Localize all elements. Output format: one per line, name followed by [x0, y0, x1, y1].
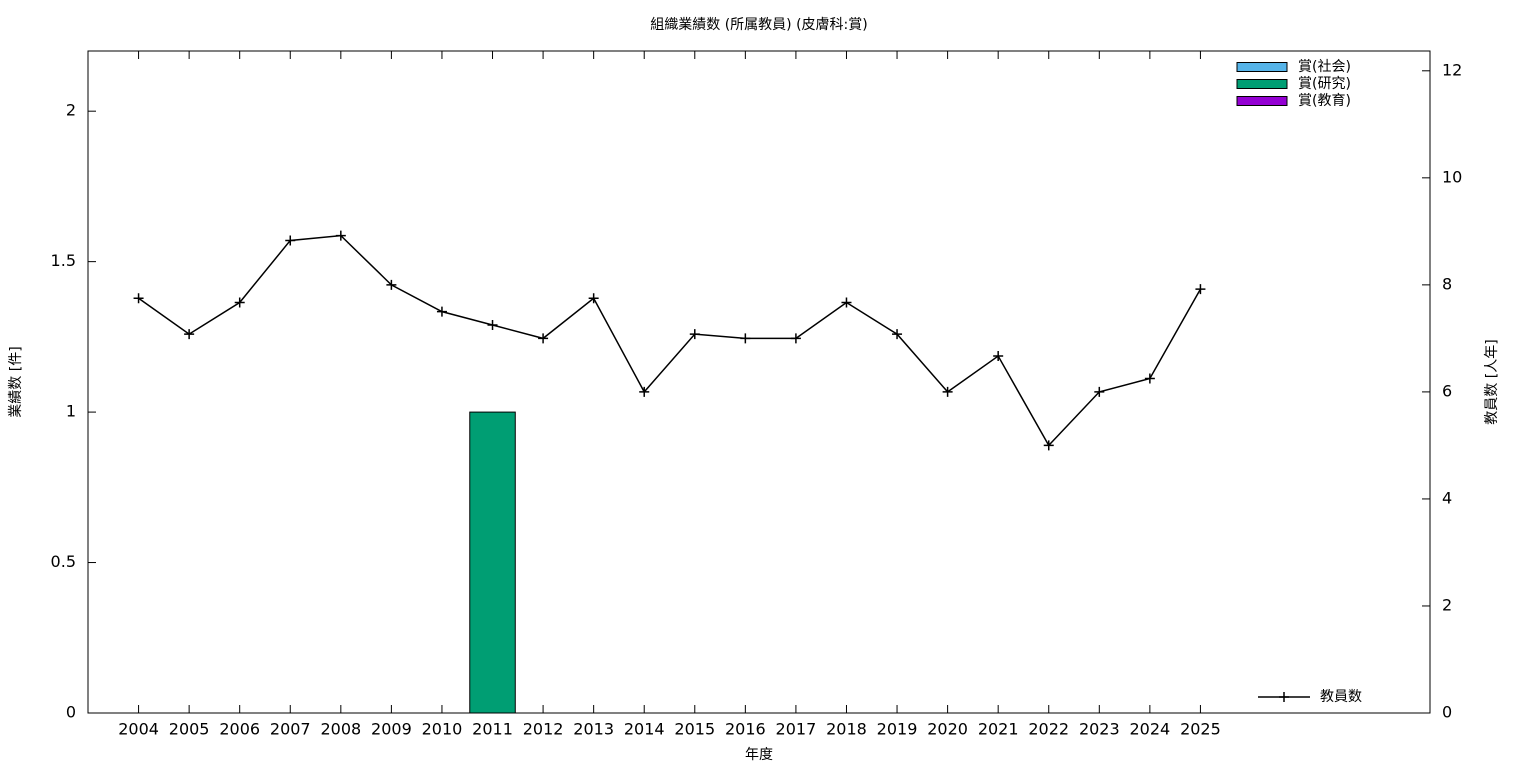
x-tick-label: 2011: [472, 720, 513, 739]
y2-tick-label: 8: [1442, 274, 1452, 293]
point-marker: [993, 351, 1004, 362]
y2-tick-label: 12: [1442, 60, 1462, 79]
legend-swatch: [1236, 96, 1288, 106]
plot-frame: [87, 50, 1431, 714]
point-marker: [133, 293, 144, 304]
legend-swatch: [1236, 62, 1288, 72]
point-marker: [1094, 386, 1105, 397]
x-tick-label: 2016: [725, 720, 766, 739]
point-marker: [942, 386, 953, 397]
y2-tick-label: 4: [1442, 488, 1452, 507]
x-tick-label: 2006: [219, 720, 260, 739]
x-tick-label: 2010: [422, 720, 463, 739]
x-tick-label: 2023: [1079, 720, 1120, 739]
x-tick-label: 2004: [118, 720, 159, 739]
point-marker: [386, 279, 397, 290]
x-tick-label: 2014: [624, 720, 665, 739]
x-tick-label: 2005: [169, 720, 210, 739]
x-tick-label: 2015: [674, 720, 715, 739]
point-marker: [538, 333, 549, 344]
y2-tick-label: 10: [1442, 167, 1462, 186]
y-tick-label: 0: [66, 703, 76, 722]
legend-label: 賞(社会): [1298, 59, 1351, 75]
point-marker: [1043, 440, 1054, 451]
legend-swatch: [1236, 79, 1288, 89]
point-marker: [285, 235, 296, 246]
point-marker: [487, 320, 498, 331]
point-marker: [1195, 284, 1206, 295]
y-tick-label: 1.5: [51, 251, 76, 270]
y2-tick-label: 0: [1442, 703, 1452, 722]
point-marker: [689, 329, 700, 340]
point-marker: [740, 333, 751, 344]
point-marker: [234, 297, 245, 308]
point-marker: [436, 306, 447, 317]
y-tick-label: 2: [66, 101, 76, 120]
legend-label: 賞(教育): [1298, 93, 1351, 109]
chart-title: 組織業績数 (所属教員) (皮膚科:賞): [650, 17, 867, 33]
x-tick-label: 2013: [573, 720, 614, 739]
x-axis-label: 年度: [745, 747, 773, 763]
y2-axis-label: 教員数 [人年]: [1484, 339, 1500, 424]
legend-label: 教員数: [1320, 689, 1362, 705]
x-tick-label: 2020: [927, 720, 968, 739]
point-marker: [892, 329, 903, 340]
point-marker: [184, 329, 195, 340]
point-marker: [588, 293, 599, 304]
point-marker: [841, 297, 852, 308]
x-tick-label: 2018: [826, 720, 867, 739]
point-marker: [1144, 373, 1155, 384]
x-tick-label: 2022: [1028, 720, 1069, 739]
line: [138, 234, 1202, 447]
legend-label: 賞(研究): [1298, 76, 1351, 92]
bar: [469, 411, 516, 714]
y-axis-label: 業績数 [件]: [8, 346, 24, 417]
x-tick-label: 2017: [776, 720, 817, 739]
y2-tick-label: 6: [1442, 381, 1452, 400]
x-tick-label: 2008: [320, 720, 361, 739]
y-tick-label: 1: [66, 402, 76, 421]
x-tick-label: 2009: [371, 720, 412, 739]
x-tick-label: 2012: [523, 720, 564, 739]
x-tick-label: 2007: [270, 720, 311, 739]
y2-tick-label: 2: [1442, 595, 1452, 614]
point-marker: [790, 333, 801, 344]
x-tick-label: 2025: [1180, 720, 1221, 739]
x-tick-label: 2019: [877, 720, 918, 739]
x-tick-label: 2024: [1130, 720, 1171, 739]
point-marker: [639, 386, 650, 397]
legend-marker: [1279, 692, 1289, 702]
point-marker: [335, 230, 346, 241]
y-tick-label: 0.5: [51, 552, 76, 571]
x-tick-label: 2021: [978, 720, 1019, 739]
